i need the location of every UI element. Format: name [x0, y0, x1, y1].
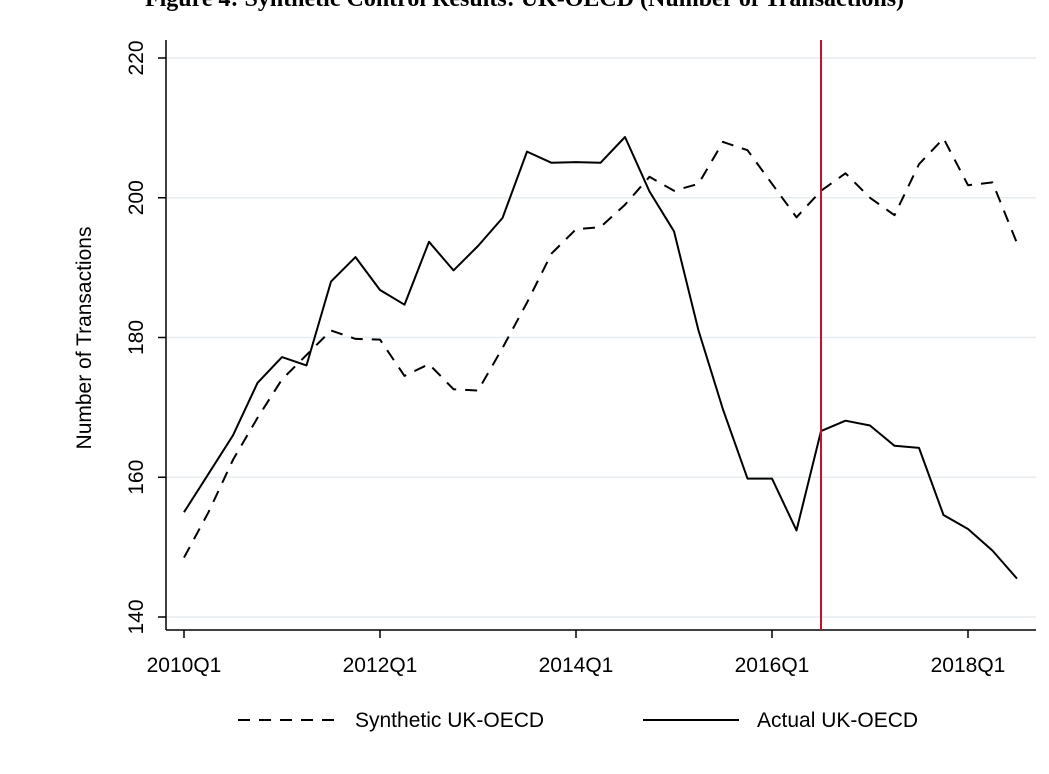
x-tick-label-2014Q1: 2014Q1 — [539, 654, 614, 677]
series — [183, 136, 1018, 580]
x-tick-label-2018Q1: 2018Q1 — [931, 654, 1006, 677]
axes: 140 160 180 200 220 2010Q1 2012Q1 2014Q1 2016Q1 2… — [125, 40, 1036, 677]
x-tick-label-2010Q1: 2010Q1 — [147, 654, 222, 677]
y-tick-label-160: 160 — [125, 460, 148, 495]
y-axis-label: Number of Transactions — [73, 227, 96, 450]
legend-label-actual: Actual UK-OECD — [757, 709, 918, 732]
legend-label-synthetic: Synthetic UK-OECD — [355, 709, 544, 732]
legend: Synthetic UK-OECD Actual UK-OECD — [238, 709, 918, 732]
figure-title: Figure 4: Synthetic Control Results: UK-… — [0, 0, 1049, 12]
y-tick-label-140: 140 — [125, 599, 148, 634]
y-tick-label-220: 220 — [125, 40, 148, 75]
x-tick-label-2012Q1: 2012Q1 — [343, 654, 418, 677]
gridlines — [166, 57, 1036, 618]
series-line-synthetic — [183, 137, 1018, 559]
y-tick-label-200: 200 — [125, 180, 148, 215]
x-tick-label-2016Q1: 2016Q1 — [735, 654, 810, 677]
series-line-actual — [183, 136, 1018, 580]
y-tick-label-180: 180 — [125, 320, 148, 355]
